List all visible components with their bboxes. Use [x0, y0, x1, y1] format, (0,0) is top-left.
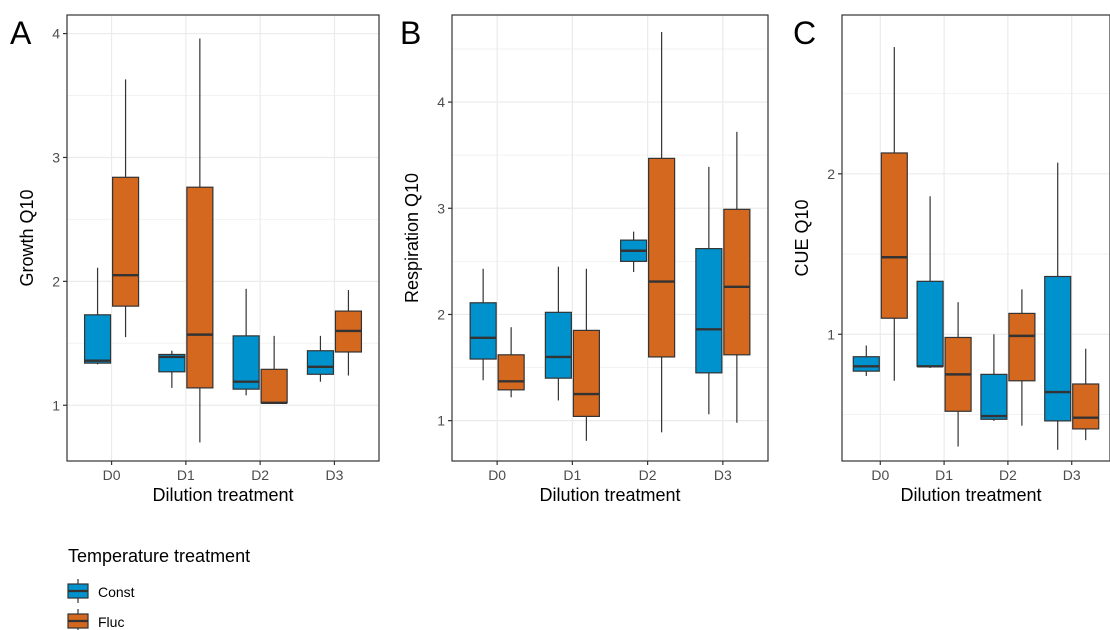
- panel-tag: A: [10, 15, 32, 51]
- y-axis-title: CUE Q10: [792, 199, 812, 276]
- panel-background: [452, 15, 768, 461]
- panel-border: [841, 14, 1110, 462]
- box-body: [1008, 312, 1036, 382]
- y-tick-label: 3: [437, 200, 445, 216]
- box-fluc-d3: [334, 290, 363, 376]
- box-fluc-d0: [880, 47, 908, 381]
- x-tick-label: D2: [639, 467, 657, 483]
- box-body: [83, 314, 112, 364]
- panel-a: 1 2 3 4 D0 D1 D2 D3 Dilution treatment Growth Q10…: [10, 14, 380, 505]
- x-tick-label: D2: [999, 467, 1017, 483]
- x-tick-label: D3: [714, 467, 732, 483]
- legend-title: Temperature treatment: [68, 546, 250, 566]
- y-axis-title: Growth Q10: [17, 189, 37, 286]
- box-body: [980, 373, 1008, 420]
- x-axis-title: Dilution treatment: [152, 485, 293, 505]
- legend-item-const: Const: [67, 579, 135, 603]
- box-fluc-d3: [1072, 348, 1100, 441]
- box-const-d2: [980, 334, 1008, 421]
- box-body: [1044, 275, 1072, 422]
- panel-tag: C: [793, 15, 816, 51]
- legend-label-const: Const: [98, 584, 135, 600]
- box-body: [497, 354, 525, 391]
- box-const-d2: [620, 231, 648, 272]
- box-fluc-d0: [497, 327, 525, 398]
- y-tick-label: 3: [52, 149, 60, 165]
- box-body: [232, 335, 260, 390]
- x-tick-label: D1: [177, 467, 195, 483]
- y-tick-label: 2: [827, 166, 835, 182]
- x-tick-label: D1: [563, 467, 581, 483]
- box-body: [723, 208, 751, 356]
- panel-border: [66, 14, 380, 462]
- y-tick-label: 4: [437, 94, 445, 110]
- legend-label-fluc: Fluc: [98, 614, 124, 630]
- box-body: [880, 152, 908, 319]
- box-const-d0: [83, 267, 112, 365]
- x-tick-label: D1: [935, 467, 953, 483]
- x-tick-label: D0: [103, 467, 121, 483]
- box-const-d0: [852, 345, 880, 376]
- box-fluc-d1: [572, 268, 600, 441]
- y-tick-label: 2: [52, 273, 60, 289]
- y-tick-label: 2: [437, 306, 445, 322]
- box-body: [916, 280, 944, 367]
- box-const-d3: [695, 166, 723, 415]
- x-tick-label: D3: [1063, 467, 1081, 483]
- box-body: [158, 353, 186, 373]
- legend-item-fluc: Fluc: [67, 609, 124, 630]
- panels: 1 2 3 4 D0 D1 D2 D3 Dilution treatment Growth Q10…: [10, 14, 1110, 505]
- y-tick-label: 1: [437, 413, 445, 429]
- x-tick-label: D0: [488, 467, 506, 483]
- box-const-d3: [1044, 162, 1072, 450]
- box-fluc-d1: [186, 38, 214, 443]
- box-body: [695, 248, 723, 374]
- y-tick-label: 4: [52, 26, 60, 42]
- box-const-d1: [158, 350, 186, 388]
- box-const-d2: [232, 288, 260, 396]
- box-body: [469, 302, 497, 360]
- box-fluc-d0: [111, 79, 140, 338]
- legend: Temperature treatment Const Fluc: [67, 546, 250, 630]
- panel-border: [451, 14, 769, 462]
- y-tick-label: 1: [827, 326, 835, 342]
- panel-c: 1 2 D0 D1 D2 D3 Dilution treatment CUE Q10 C: [792, 14, 1110, 505]
- box-body: [111, 176, 140, 307]
- x-tick-label: D2: [251, 467, 269, 483]
- x-tick-label: D0: [871, 467, 889, 483]
- box-body: [260, 368, 288, 404]
- panel-b: 1 2 3 4 D0 D1 D2 D3 Dilution treatment Respiratio…: [400, 14, 769, 505]
- panel-tag: B: [400, 15, 421, 51]
- box-fluc-d3: [723, 131, 751, 423]
- box-body: [1072, 383, 1100, 430]
- box-body: [186, 186, 214, 389]
- box-const-d0: [469, 268, 497, 381]
- box-fluc-d1: [944, 302, 972, 447]
- box-const-d3: [306, 335, 335, 382]
- box-const-d1: [916, 196, 944, 368]
- box-body: [572, 329, 600, 417]
- y-axis-title: Respiration Q10: [402, 173, 422, 303]
- box-fluc-d2: [648, 31, 676, 433]
- box-body: [852, 356, 880, 372]
- box-body: [648, 157, 676, 358]
- x-axis-title: Dilution treatment: [900, 485, 1041, 505]
- box-fluc-d2: [260, 335, 288, 405]
- box-body: [306, 350, 335, 375]
- box-body: [544, 311, 572, 379]
- box-const-d1: [544, 266, 572, 401]
- y-tick-label: 1: [52, 397, 60, 413]
- x-axis-title: Dilution treatment: [539, 485, 680, 505]
- box-fluc-d2: [1008, 289, 1036, 426]
- x-tick-label: D3: [325, 467, 343, 483]
